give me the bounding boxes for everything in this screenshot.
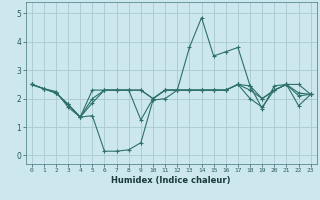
X-axis label: Humidex (Indice chaleur): Humidex (Indice chaleur): [111, 176, 231, 185]
